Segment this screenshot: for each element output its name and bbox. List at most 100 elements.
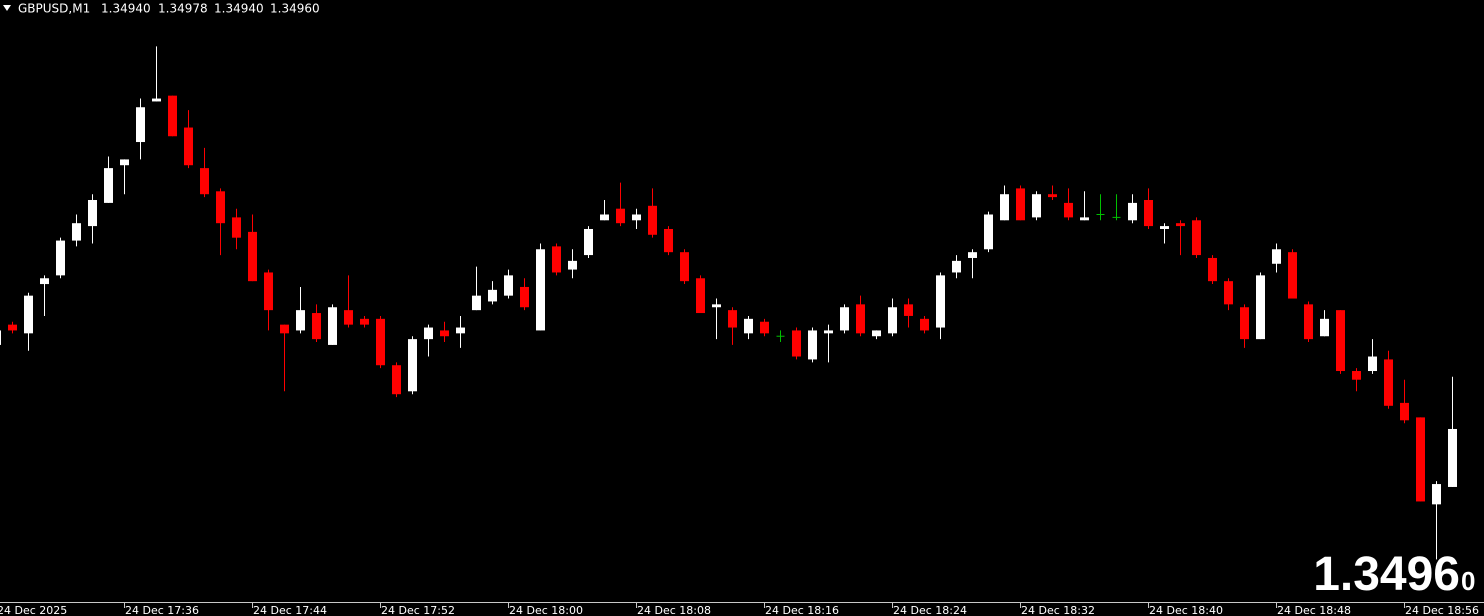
candle-body — [1256, 275, 1265, 340]
candle-body — [1160, 226, 1169, 229]
x-tick-label: 24 Dec 17:36 — [125, 604, 199, 616]
candle-body — [488, 289, 497, 302]
candle-body — [744, 318, 753, 334]
candle — [424, 324, 433, 357]
candle-body — [1304, 304, 1313, 340]
candle — [1256, 272, 1265, 340]
candle-body — [1016, 188, 1025, 221]
candle-body — [56, 240, 65, 276]
candle — [776, 330, 785, 343]
candle-body — [1080, 217, 1089, 221]
candle — [840, 304, 849, 334]
candle — [728, 307, 737, 345]
candle — [1208, 255, 1217, 285]
x-tick-label: 24 Dec 18:16 — [765, 604, 839, 616]
candle-body — [856, 304, 865, 334]
symbol-title: GBPUSD,M1 — [18, 2, 90, 16]
candle-body — [1368, 356, 1377, 372]
candle — [1336, 310, 1345, 374]
candle-body — [392, 365, 401, 395]
candle — [232, 208, 241, 250]
candle-body — [296, 310, 305, 331]
candle-body — [1272, 249, 1281, 264]
candle-body — [408, 339, 417, 392]
candle-body — [248, 231, 257, 282]
candle — [280, 324, 289, 392]
candle-body — [568, 260, 577, 270]
candle — [1384, 350, 1393, 409]
candle-body — [312, 313, 321, 340]
candle-body — [824, 330, 833, 334]
candle — [472, 266, 481, 311]
candle-body — [472, 295, 481, 311]
candle — [136, 98, 145, 160]
candle-body — [344, 310, 353, 325]
candle — [216, 188, 225, 256]
candle-body — [40, 278, 49, 285]
candle — [376, 315, 385, 369]
candle-body — [1032, 194, 1041, 218]
candle-body — [984, 214, 993, 250]
candle — [1080, 191, 1089, 221]
candle — [808, 327, 817, 363]
candle-body — [728, 310, 737, 328]
candle-body — [424, 327, 433, 340]
candle-body — [1128, 202, 1137, 221]
candle-body — [1352, 371, 1361, 380]
ohlc-close: 1.34960 — [270, 2, 320, 16]
candle-body — [280, 324, 289, 334]
candle-body — [1384, 359, 1393, 406]
candle-body — [632, 214, 641, 221]
candle-body — [648, 205, 657, 235]
candle — [984, 211, 993, 253]
symbol-menu-arrow[interactable] — [3, 5, 11, 11]
candle — [872, 330, 881, 340]
candle — [1320, 310, 1329, 337]
candle — [584, 226, 593, 258]
candle — [72, 214, 81, 247]
candle-body — [1208, 257, 1217, 282]
candle — [1032, 191, 1041, 221]
candle-body — [1320, 318, 1329, 337]
candle-body — [1224, 281, 1233, 305]
candle — [536, 243, 545, 331]
candle — [952, 255, 961, 279]
price-label: 1.3496 — [1313, 548, 1460, 601]
candle — [648, 188, 657, 238]
candle — [88, 194, 97, 244]
candle-body — [664, 228, 673, 253]
candle — [968, 249, 977, 279]
candle-body — [952, 260, 961, 273]
candle-body — [88, 200, 97, 227]
x-tick-label: 24 Dec 18:56 — [1405, 604, 1479, 616]
x-tick-label: 24 Dec 17:52 — [381, 604, 455, 616]
candle-body — [1192, 220, 1201, 256]
candle-body — [104, 168, 113, 203]
candle — [312, 304, 321, 343]
candle — [760, 318, 769, 337]
candle — [792, 327, 801, 360]
x-tick-label: 24 Dec 18:00 — [509, 604, 583, 616]
candle — [1224, 278, 1233, 311]
candle-body — [1048, 194, 1057, 198]
candle — [24, 292, 33, 351]
candle-body — [1176, 223, 1185, 227]
candle — [936, 272, 945, 340]
x-tick-label: 24 Dec 2025 — [0, 604, 67, 616]
candle-body — [200, 168, 209, 195]
candle-body — [24, 295, 33, 334]
candle — [504, 269, 513, 299]
candle — [1016, 185, 1025, 221]
candle — [1368, 339, 1377, 374]
candle-body — [888, 307, 897, 334]
candle-body — [584, 228, 593, 256]
candle — [264, 269, 273, 331]
candle-body — [1432, 484, 1441, 505]
candle-body — [1448, 428, 1457, 487]
candle — [8, 321, 17, 334]
candle-body — [536, 249, 545, 331]
candle — [56, 237, 65, 279]
candle — [248, 214, 257, 282]
candle — [0, 330, 1, 345]
candle-body — [904, 304, 913, 316]
